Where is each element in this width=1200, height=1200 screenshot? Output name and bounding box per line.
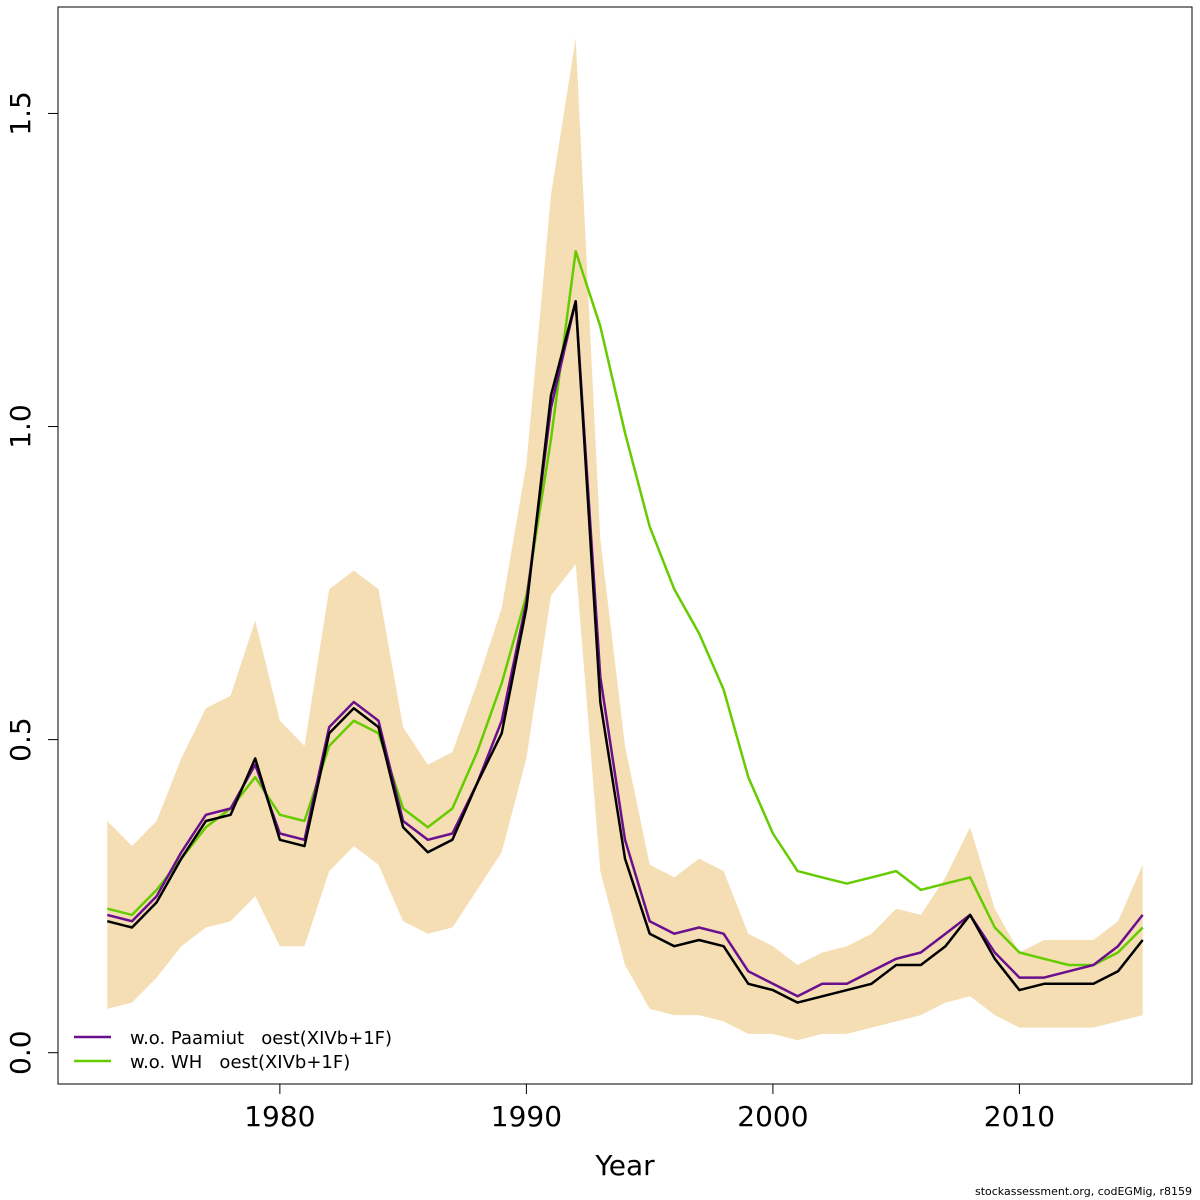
x-axis-title: Year [594, 1149, 655, 1182]
x-axis: 1980 1990 2000 2010 [244, 1083, 1055, 1133]
credit-text: stockassessment.org, codEGMig, r8159 [975, 1185, 1192, 1198]
legend-label-wh: w.o. WH oest(XIVb+1F) [130, 1052, 350, 1073]
legend: w.o. Paamiut oest(XIVb+1F) w.o. WH oest(… [74, 1028, 392, 1073]
confidence-band [107, 38, 1143, 1041]
y-tick-label: 0.5 [4, 717, 37, 762]
x-tick-label: 2000 [737, 1100, 808, 1133]
y-tick-label: 0.0 [4, 1030, 37, 1075]
y-axis: 0.0 0.5 1.0 1.5 [4, 91, 59, 1075]
legend-label-paamiut: w.o. Paamiut oest(XIVb+1F) [130, 1028, 392, 1049]
x-tick-label: 1980 [244, 1100, 315, 1133]
y-tick-label: 1.5 [4, 91, 37, 136]
series-line-estimate [106, 300, 1144, 1004]
confidence-band-layer [107, 38, 1143, 1041]
series-line-wo-wh [106, 249, 1144, 967]
series-layer [106, 249, 1144, 1004]
x-tick-label: 1990 [491, 1100, 562, 1133]
y-tick-label: 1.0 [4, 404, 37, 449]
x-tick-label: 2010 [984, 1100, 1055, 1133]
